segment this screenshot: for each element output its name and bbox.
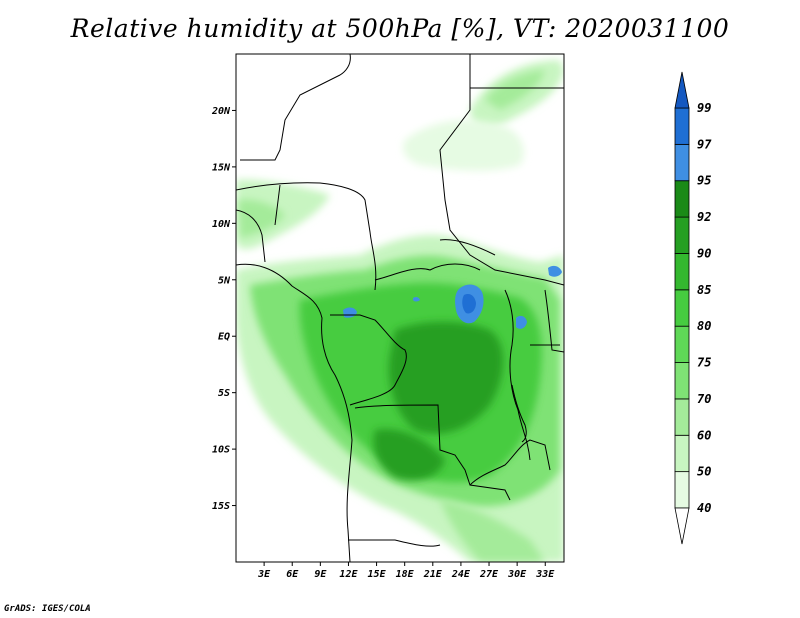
legend-swatch — [674, 180, 690, 218]
legend-level-label: 50 — [697, 465, 711, 479]
border-congo-drc — [330, 314, 407, 406]
legend-swatch — [674, 325, 690, 363]
legend-swatch — [674, 289, 690, 327]
legend-level-label: 97 — [697, 137, 712, 151]
lat-tick-label: EQ — [218, 332, 230, 343]
legend-level-label: 60 — [697, 428, 711, 442]
legend-level-label: 80 — [697, 319, 711, 333]
legend-level-label: 99 — [697, 101, 711, 115]
lon-tick-label: 30E — [507, 569, 527, 580]
lat-tick-label: 5S — [218, 388, 230, 399]
legend-swatch — [674, 143, 690, 182]
lon-tick-label: 6E — [286, 569, 299, 580]
lon-tick-label: 33E — [535, 569, 555, 580]
lat-tick-label: 15N — [212, 162, 231, 173]
legend-level-label: 75 — [697, 356, 711, 370]
legend-level-label: 90 — [697, 246, 711, 260]
legend-swatch — [674, 471, 690, 509]
legend-over-triangle — [674, 71, 690, 109]
legend-level-label: 95 — [697, 174, 711, 188]
border-west-africa — [236, 184, 281, 263]
lon-tick-label: 12E — [339, 569, 358, 580]
map-frame — [235, 53, 565, 563]
lon-tick-label: 3E — [257, 569, 271, 580]
border-drc-east — [504, 289, 531, 461]
border-niger-chad — [240, 54, 351, 161]
legend-swatch — [674, 107, 690, 145]
border-east-africa — [530, 289, 564, 353]
footer-credit: GrADS: IGES/COLA — [4, 604, 91, 614]
lon-tick-label: 24E — [451, 569, 471, 580]
legend-swatch — [674, 216, 690, 254]
border-zambia — [469, 439, 551, 486]
humidity-region-central-deep — [388, 321, 504, 434]
border-lake-tanganyika — [511, 384, 527, 443]
humidity-region-blue-cell-lakes — [516, 315, 527, 329]
humidity-region-north-band — [403, 120, 524, 171]
legend-level-label: 92 — [697, 210, 711, 224]
humidity-region-south-tail — [440, 500, 545, 562]
country-borders — [236, 54, 564, 562]
humidity-field — [236, 60, 564, 562]
lat-tick-label: 20N — [211, 106, 231, 117]
humidity-region-blue-cell-ne — [548, 265, 562, 277]
border-sudan-south — [439, 239, 496, 256]
latitude-axis: 20N 15N 10N 5N EQ 5S 10S 15S — [211, 106, 236, 512]
border-car-north — [374, 263, 481, 281]
humidity-region-blue-cell-east-core — [462, 293, 476, 314]
border-angola — [354, 404, 511, 501]
legend-swatch — [674, 434, 690, 473]
legend-swatch — [674, 398, 690, 436]
lon-tick-label: 18E — [396, 569, 415, 580]
lat-tick-label: 5N — [218, 275, 231, 286]
humidity-region-blue-cell-small — [413, 296, 420, 302]
legend-swatch — [674, 362, 690, 400]
border-angola-south — [348, 539, 441, 547]
border-coastline-west — [236, 263, 353, 562]
colorbar-legend: 40 50 60 70 75 80 85 90 92 95 97 99 — [674, 71, 712, 545]
lon-tick-label: 15E — [368, 569, 387, 580]
legend-level-label: 40 — [697, 501, 711, 515]
border-chad-east — [439, 54, 564, 286]
lat-tick-label: 10N — [212, 219, 231, 230]
legend-under-triangle — [674, 507, 690, 545]
lon-tick-label: 27E — [479, 569, 499, 580]
lon-tick-label: 9E — [314, 569, 327, 580]
humidity-region-west-coast-inner — [238, 199, 285, 238]
legend-swatch — [674, 253, 690, 291]
lon-tick-label: 21E — [423, 569, 443, 580]
legend-level-label: 70 — [697, 392, 711, 406]
border-sahel-north — [236, 182, 377, 291]
humidity-region-ne-plume-core — [485, 70, 545, 110]
lat-tick-label: 10S — [212, 445, 230, 456]
lat-tick-label: 15S — [212, 501, 230, 512]
map-title: Relative humidity at 500hPa [%], VT: 202… — [70, 14, 730, 43]
longitude-axis: 3E 6E 9E 12E 15E 18E 21E 24E 27E 30E 33E — [257, 562, 555, 580]
humidity-region-south-deep — [373, 429, 445, 481]
legend-level-label: 85 — [697, 283, 711, 297]
